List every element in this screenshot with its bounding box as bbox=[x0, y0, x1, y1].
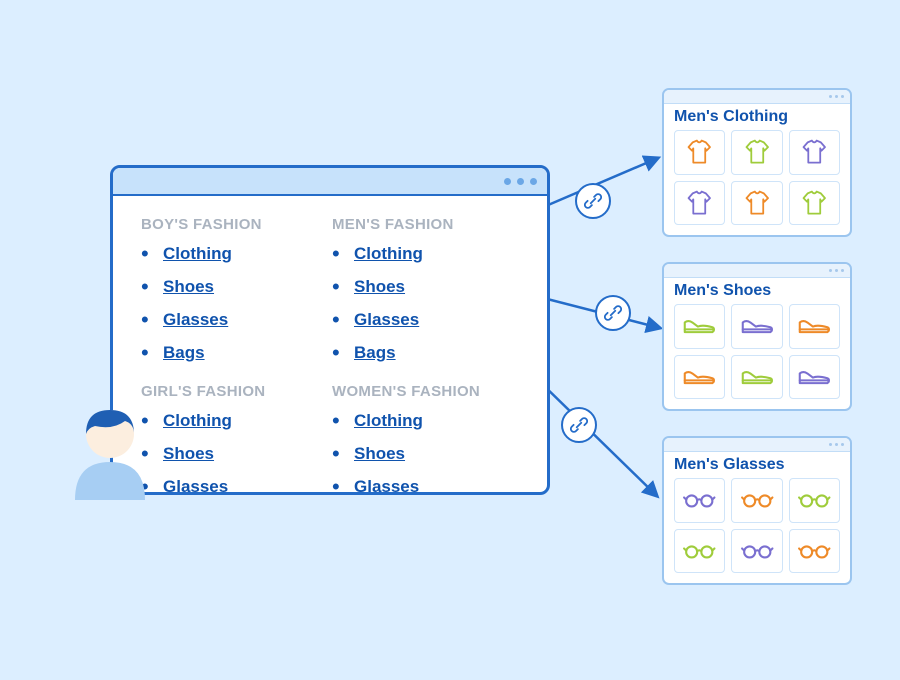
category-list-item: Glasses bbox=[141, 303, 328, 336]
category-block: WOMEN'S FASHIONClothingShoesGlassesBags bbox=[332, 383, 519, 495]
category-link[interactable]: Shoes bbox=[163, 274, 214, 300]
result-grid bbox=[664, 302, 850, 409]
sitemap-window: BOY'S FASHIONClothingShoesGlassesBagsMEN… bbox=[110, 165, 550, 495]
result-window: Men's Clothing bbox=[662, 88, 852, 237]
category-block: BOY'S FASHION Clothing Shoes Glasses Bags bbox=[141, 216, 328, 369]
window-titlebar bbox=[113, 168, 547, 196]
product-tile bbox=[789, 478, 840, 523]
product-tile bbox=[674, 529, 725, 574]
diagram-stage: BOY'S FASHIONClothingShoesGlassesBagsMEN… bbox=[0, 0, 900, 680]
sitemap-content: BOY'S FASHIONClothingShoesGlassesBagsMEN… bbox=[113, 196, 547, 495]
product-tile bbox=[674, 478, 725, 523]
category-list-item: Bags bbox=[141, 336, 328, 369]
category-list-item: Shoes bbox=[332, 437, 519, 470]
category-list-item: Clothing bbox=[332, 237, 519, 270]
category-block: GIRL'S FASHIONClothingShoesGlassesBags bbox=[141, 383, 328, 495]
category-link[interactable]: Shoes bbox=[354, 441, 405, 467]
category-heading: MEN'S FASHION bbox=[332, 216, 519, 233]
product-tile bbox=[789, 130, 840, 175]
product-tile bbox=[789, 304, 840, 349]
product-tile bbox=[731, 130, 782, 175]
product-tile bbox=[731, 529, 782, 574]
category-list: Clothing Shoes Glasses Bags bbox=[141, 237, 328, 369]
category-list-item: Glasses bbox=[141, 470, 328, 495]
category-link[interactable]: Glasses bbox=[354, 474, 419, 495]
category-link[interactable]: Glasses bbox=[354, 307, 419, 333]
category-link[interactable]: Bags bbox=[163, 340, 205, 366]
user-avatar-icon bbox=[55, 390, 165, 500]
window-titlebar bbox=[664, 438, 850, 452]
category-list-item: Shoes bbox=[141, 437, 328, 470]
category-list-item: Glasses bbox=[332, 303, 519, 336]
result-window: Men's Shoes bbox=[662, 262, 852, 411]
window-titlebar bbox=[664, 264, 850, 278]
window-dot-icon bbox=[504, 178, 511, 185]
category-link[interactable]: Shoes bbox=[354, 274, 405, 300]
category-link[interactable]: Bags bbox=[354, 340, 396, 366]
product-tile bbox=[789, 529, 840, 574]
category-list-item: Bags bbox=[332, 336, 519, 369]
product-tile bbox=[674, 304, 725, 349]
product-tile bbox=[731, 355, 782, 400]
category-link[interactable]: Shoes bbox=[163, 441, 214, 467]
result-grid bbox=[664, 476, 850, 583]
window-dot-icon bbox=[517, 178, 524, 185]
category-list-item: Glasses bbox=[332, 470, 519, 495]
category-list-item: Shoes bbox=[332, 270, 519, 303]
link-icon bbox=[595, 295, 631, 331]
category-list: Clothing Shoes Glasses Bags bbox=[332, 237, 519, 369]
category-block: MEN'S FASHION Clothing Shoes Glasses Bags bbox=[332, 216, 519, 369]
product-tile bbox=[789, 355, 840, 400]
category-heading: GIRL'S FASHION bbox=[141, 383, 328, 400]
category-list-item: Clothing bbox=[332, 404, 519, 437]
result-window-title: Men's Clothing bbox=[664, 104, 850, 128]
product-tile bbox=[731, 304, 782, 349]
link-icon bbox=[575, 183, 611, 219]
result-grid bbox=[664, 128, 850, 235]
category-link[interactable]: Glasses bbox=[163, 307, 228, 333]
window-dot-icon bbox=[530, 178, 537, 185]
category-link[interactable]: Clothing bbox=[163, 241, 232, 267]
window-titlebar bbox=[664, 90, 850, 104]
category-link[interactable]: Clothing bbox=[354, 241, 423, 267]
result-window-title: Men's Glasses bbox=[664, 452, 850, 476]
product-tile bbox=[674, 181, 725, 226]
product-tile bbox=[731, 181, 782, 226]
result-window: Men's Glasses bbox=[662, 436, 852, 585]
product-tile bbox=[674, 130, 725, 175]
category-list-item: Clothing bbox=[141, 404, 328, 437]
category-link[interactable]: Clothing bbox=[354, 408, 423, 434]
category-heading: BOY'S FASHION bbox=[141, 216, 328, 233]
product-tile bbox=[789, 181, 840, 226]
category-list: ClothingShoesGlassesBags bbox=[332, 404, 519, 495]
product-tile bbox=[731, 478, 782, 523]
category-heading: WOMEN'S FASHION bbox=[332, 383, 519, 400]
category-list: ClothingShoesGlassesBags bbox=[141, 404, 328, 495]
category-link[interactable]: Glasses bbox=[163, 474, 228, 495]
category-list-item: Shoes bbox=[141, 270, 328, 303]
category-link[interactable]: Clothing bbox=[163, 408, 232, 434]
result-window-title: Men's Shoes bbox=[664, 278, 850, 302]
category-list-item: Clothing bbox=[141, 237, 328, 270]
product-tile bbox=[674, 355, 725, 400]
link-icon bbox=[561, 407, 597, 443]
